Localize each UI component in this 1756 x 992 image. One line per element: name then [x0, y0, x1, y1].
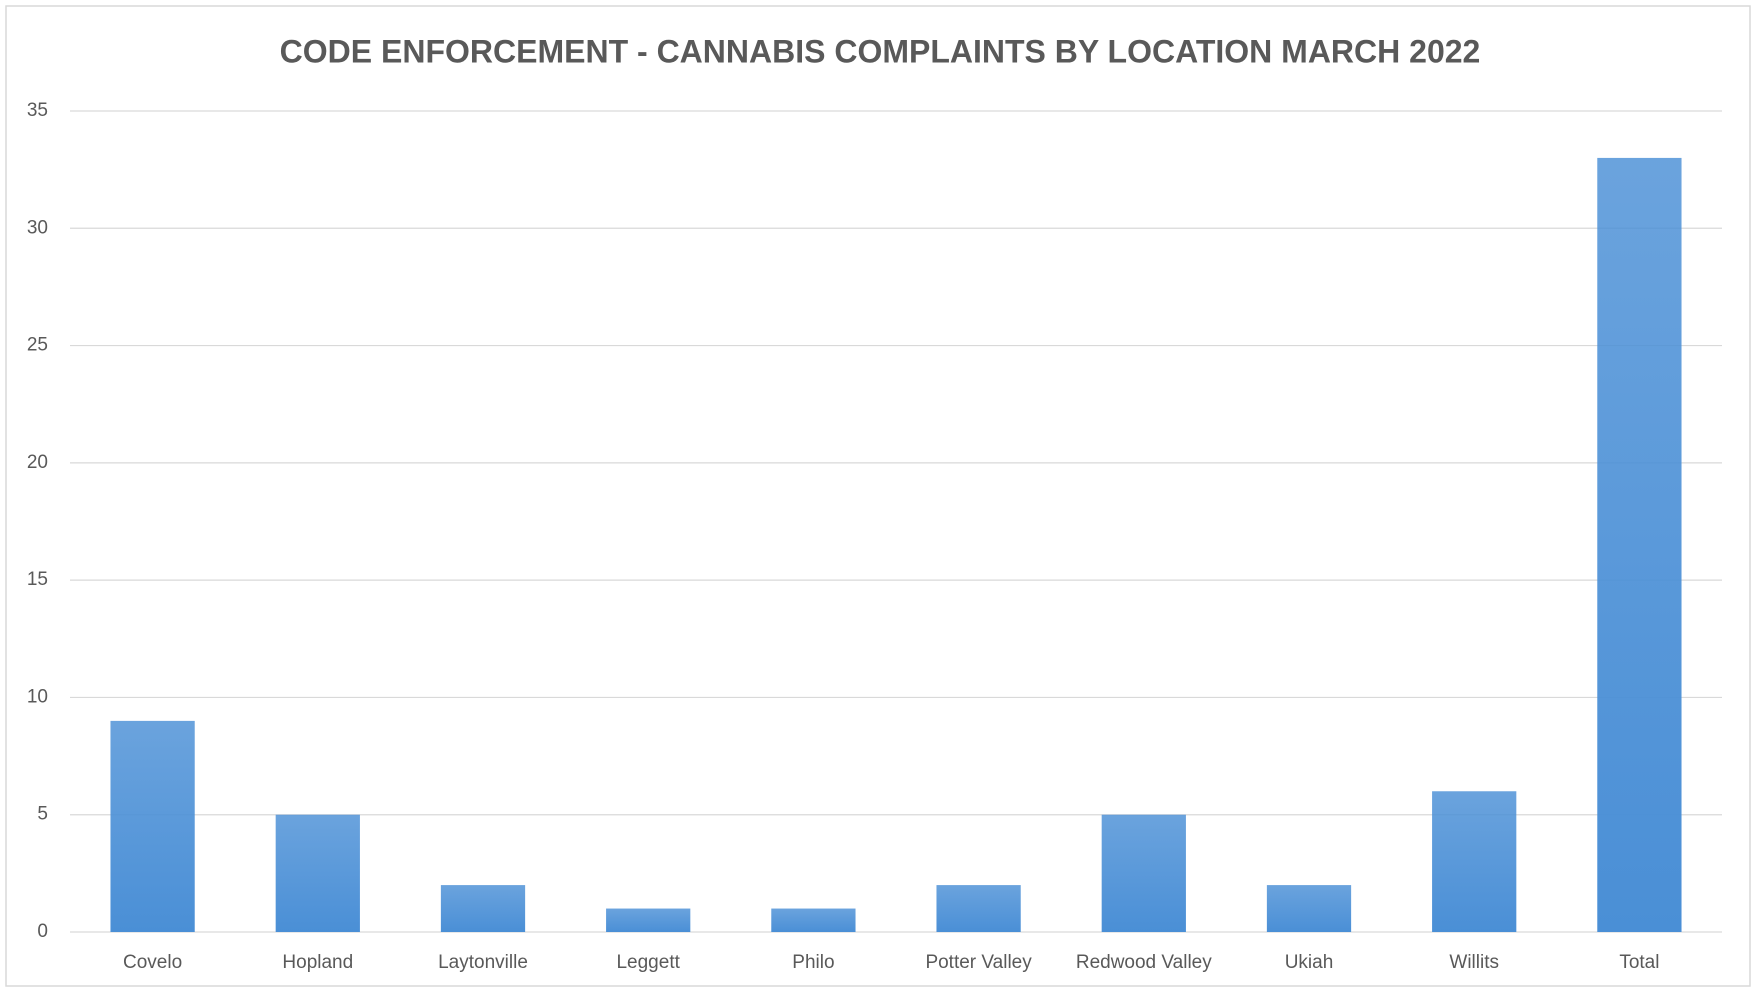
y-tick-label: 25 — [27, 335, 48, 356]
bar — [1597, 157, 1682, 932]
bar — [1101, 814, 1186, 932]
chart-title: CODE ENFORCEMENT - CANNABIS COMPLAINTS B… — [280, 33, 1481, 69]
y-tick-label: 35 — [27, 100, 48, 121]
bar — [110, 720, 195, 932]
bar — [606, 908, 691, 932]
x-tick-label: Redwood Valley — [1076, 952, 1212, 973]
x-tick-label: Philo — [792, 952, 834, 973]
x-tick-label: Total — [1619, 952, 1659, 973]
x-tick-label: Ukiah — [1285, 952, 1334, 973]
y-tick-label: 15 — [27, 569, 48, 590]
y-tick-label: 5 — [37, 804, 48, 825]
y-tick-label: 30 — [27, 217, 48, 238]
x-tick-label: Covelo — [123, 952, 182, 973]
bar — [1432, 791, 1517, 932]
bar — [771, 908, 856, 932]
bar — [440, 885, 526, 932]
bar — [1266, 885, 1352, 932]
bar — [936, 885, 1021, 932]
y-tick-label: 10 — [27, 686, 48, 707]
x-tick-label: Laytonville — [438, 952, 528, 973]
x-tick-label: Willits — [1449, 952, 1499, 973]
y-tick-label: 0 — [37, 921, 48, 942]
x-tick-label: Hopland — [282, 952, 353, 973]
x-tick-label: Potter Valley — [925, 952, 1032, 973]
x-tick-label: Leggett — [616, 952, 680, 973]
y-tick-label: 20 — [27, 452, 48, 473]
bar — [275, 814, 360, 932]
